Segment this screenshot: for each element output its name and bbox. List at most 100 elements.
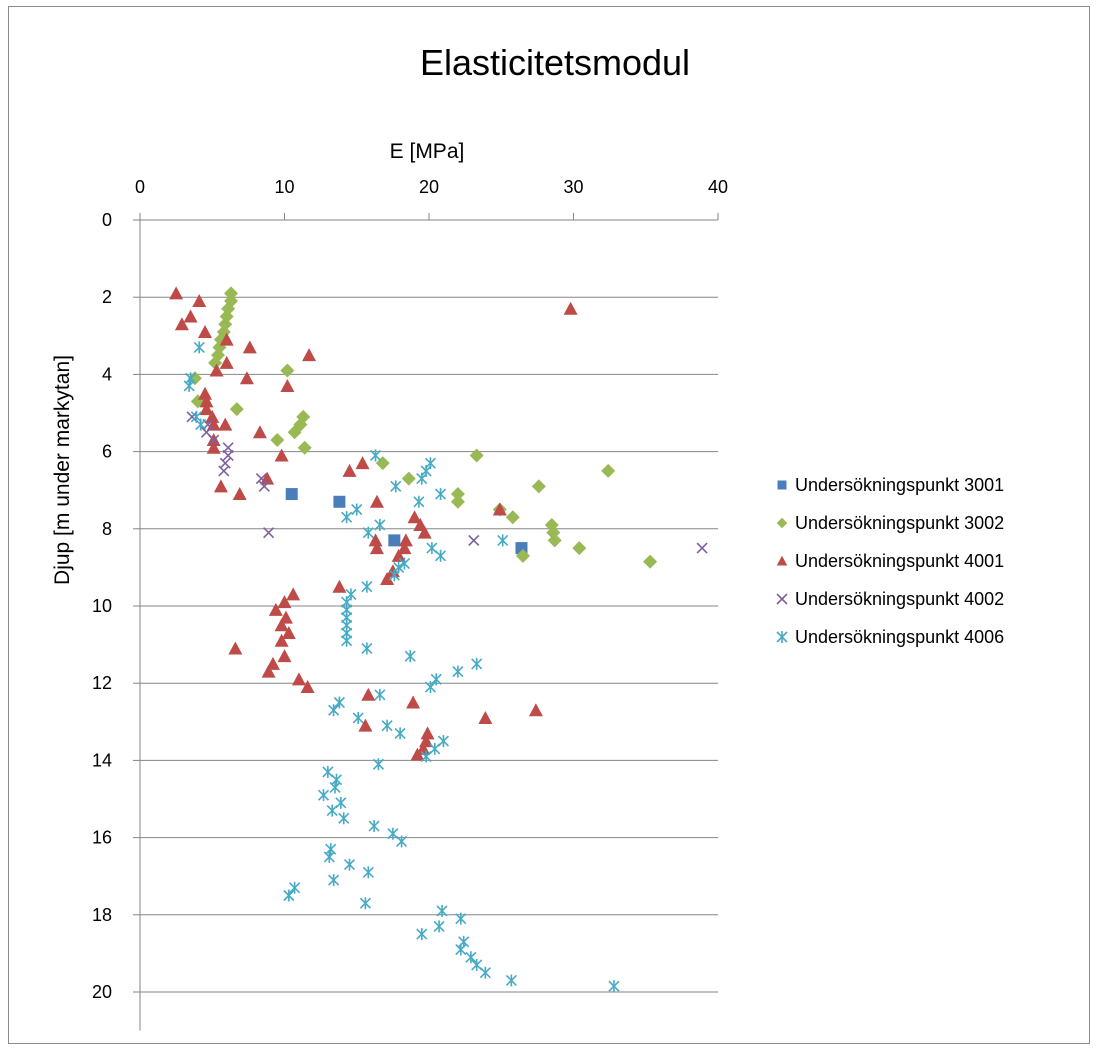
x-stroke	[219, 457, 231, 469]
legend-item: Undersökningspunkt 3001	[777, 475, 1004, 495]
x-stroke	[200, 426, 213, 438]
data-point	[410, 747, 425, 761]
data-point	[252, 425, 267, 439]
legend-label: Undersökningspunkt 4006	[795, 627, 1004, 647]
data-point	[302, 348, 317, 362]
legend-marker	[776, 631, 788, 643]
data-point	[332, 579, 347, 593]
x-tick-label: 40	[708, 177, 728, 197]
data-point	[390, 480, 402, 493]
data-point	[505, 974, 517, 987]
data-point	[374, 688, 386, 701]
data-point	[213, 479, 228, 493]
data-point	[397, 541, 412, 555]
data-point	[416, 472, 428, 485]
data-point	[224, 286, 239, 301]
data-point	[395, 835, 408, 848]
data-point	[450, 494, 465, 509]
y-tick-label: 0	[102, 210, 112, 230]
data-point	[388, 569, 400, 582]
series-4	[186, 411, 708, 554]
data-point	[374, 518, 386, 531]
data-point	[283, 889, 295, 902]
data-point	[404, 650, 416, 663]
data-point	[465, 951, 477, 964]
data-point	[361, 580, 373, 593]
data-point	[455, 943, 467, 956]
data-point	[335, 796, 347, 809]
data-point	[263, 527, 275, 539]
y-tick-label: 6	[102, 442, 112, 462]
data-point	[696, 542, 708, 554]
data-point	[183, 379, 195, 392]
y-tick-label: 14	[92, 750, 112, 770]
y-tick-label: 12	[92, 673, 112, 693]
data-point	[239, 371, 254, 385]
chart-title: Elasticitetsmodul	[420, 42, 690, 83]
data-point	[208, 355, 223, 370]
data-point	[420, 726, 435, 740]
data-point	[362, 526, 374, 539]
data-point	[281, 626, 296, 640]
data-point	[219, 355, 234, 369]
x-stroke	[468, 534, 480, 546]
legend-label: Undersökningspunkt 4001	[795, 551, 1004, 571]
y-axis-title: Djup [m under markytan]	[51, 355, 74, 585]
data-point	[280, 378, 295, 392]
data-point	[343, 858, 356, 871]
data-point	[218, 417, 233, 431]
data-point	[437, 735, 450, 748]
data-point	[426, 542, 438, 555]
data-point	[452, 665, 464, 678]
legend-label: Undersökningspunkt 4002	[795, 589, 1004, 609]
y-tick-label: 4	[102, 364, 112, 384]
data-point	[300, 680, 315, 694]
data-point	[329, 781, 341, 794]
data-point	[531, 479, 546, 494]
data-point	[479, 966, 491, 979]
data-point	[193, 341, 205, 354]
data-point	[342, 463, 357, 477]
y-tick-label: 18	[92, 905, 112, 925]
data-point	[208, 434, 220, 446]
legend-item: Undersökningspunkt 4002	[776, 589, 1004, 609]
data-point	[547, 533, 562, 548]
data-point	[199, 394, 214, 408]
data-point	[563, 301, 578, 315]
data-point	[406, 695, 421, 709]
data-point	[391, 548, 406, 562]
data-point	[333, 696, 345, 709]
data-point	[198, 324, 213, 338]
data-point	[199, 402, 214, 416]
data-point	[330, 773, 343, 786]
data-point	[471, 958, 483, 971]
data-point	[478, 710, 493, 724]
y-tick-label: 20	[92, 982, 112, 1002]
data-point	[274, 448, 289, 462]
x-stroke	[776, 593, 788, 605]
data-point	[274, 633, 289, 647]
data-point	[515, 548, 530, 563]
legend-marker	[776, 593, 788, 605]
y-tick-label: 2	[102, 287, 112, 307]
data-point	[277, 649, 292, 663]
data-point	[381, 719, 393, 732]
data-point	[206, 440, 221, 454]
data-point	[274, 618, 289, 632]
data-point	[351, 503, 363, 516]
data-point	[328, 704, 340, 717]
data-point	[430, 673, 442, 686]
legend-label: Undersökningspunkt 3001	[795, 475, 1004, 495]
data-point	[219, 332, 234, 346]
data-point	[413, 495, 425, 508]
legend-item: Undersökningspunkt 4001	[776, 551, 1004, 571]
data-point	[369, 449, 382, 462]
data-point	[471, 657, 483, 670]
x-stroke	[222, 449, 234, 462]
data-point	[195, 418, 207, 431]
data-point	[407, 510, 422, 524]
tick-labels: 0 2 4 6 8 10 12 14 16 18 20 0 10 20 30 40	[92, 177, 728, 1002]
data-point	[325, 843, 337, 856]
axes	[133, 213, 719, 1031]
data-point	[387, 827, 399, 840]
